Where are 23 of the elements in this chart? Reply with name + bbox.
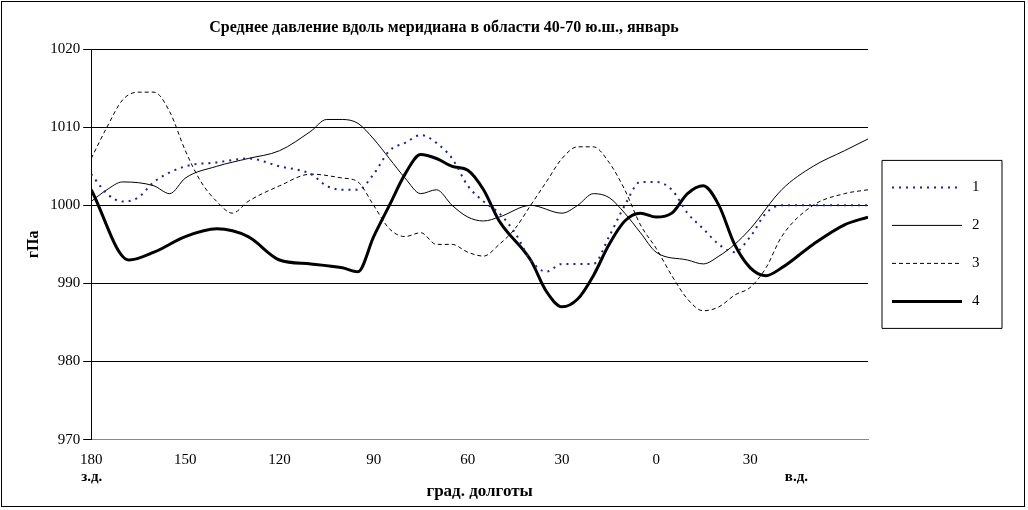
chart-title: Среднее давление вдоль меридиана в области 40-70 ю.ш., январь xyxy=(209,17,680,36)
y-tick-label: 1010 xyxy=(50,118,81,135)
y-tick-label: 1000 xyxy=(50,196,81,213)
text: в.д. xyxy=(784,467,809,484)
legend-label: 2 xyxy=(972,216,980,233)
text: з.д. xyxy=(81,467,103,484)
x-tick-label: 150 xyxy=(174,450,197,467)
y-tick-label: 980 xyxy=(57,352,81,369)
x-tick-label: 0 xyxy=(652,450,660,467)
legend-label: 3 xyxy=(972,254,980,271)
y-tick-label: 990 xyxy=(57,274,81,291)
x-axis-title: град. долготы xyxy=(426,481,533,501)
legend-label: 1 xyxy=(972,178,980,195)
y-tick-label: 1020 xyxy=(50,40,81,57)
x-tick-label: 120 xyxy=(268,450,291,467)
y-axis-title: гПа xyxy=(23,230,41,259)
x-tick-label: 90 xyxy=(366,450,382,467)
legend-label: 4 xyxy=(972,292,980,309)
x-tick-label: 30 xyxy=(554,450,570,467)
x-tick-label: 180 xyxy=(79,450,103,467)
x-tick-label: 30 xyxy=(742,450,758,467)
y-tick-label: 970 xyxy=(57,430,81,447)
x-tick-label: 60 xyxy=(460,450,476,467)
